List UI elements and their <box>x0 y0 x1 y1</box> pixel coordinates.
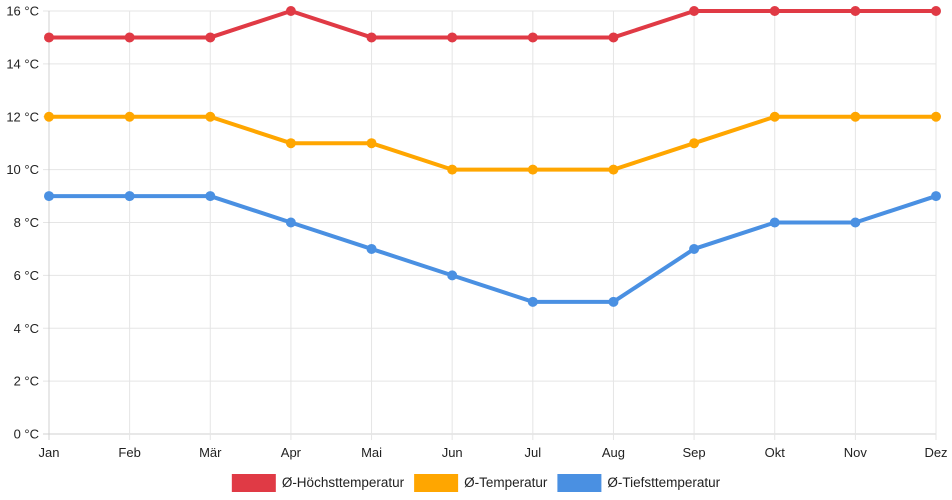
grid-layer <box>43 10 937 440</box>
y-tick-label: 16 °C <box>6 4 39 19</box>
legend-swatch <box>557 474 602 492</box>
data-point[interactable] <box>447 270 458 281</box>
y-tick-label: 4 °C <box>14 321 39 336</box>
series-1 <box>44 111 941 175</box>
legend-label: Ø-Höchsttemperatur <box>282 475 405 490</box>
legend[interactable]: Ø-Höchsttemperatur Ø-Temperatur Ø-Tiefstte… <box>231 474 721 492</box>
data-point[interactable] <box>366 32 377 43</box>
data-point[interactable] <box>527 296 538 307</box>
data-point[interactable] <box>285 6 296 16</box>
legend-swatch <box>231 474 276 492</box>
series-line <box>47 9 938 40</box>
data-point[interactable] <box>608 164 619 175</box>
data-point[interactable] <box>124 191 135 202</box>
data-point[interactable] <box>689 243 700 254</box>
data-point[interactable] <box>608 296 619 307</box>
x-tick-label: Jan <box>39 445 60 460</box>
x-tick-label: Nov <box>844 445 868 460</box>
data-point[interactable] <box>931 6 941 16</box>
data-point[interactable] <box>931 191 941 202</box>
series-line <box>47 114 938 172</box>
series-0 <box>44 6 941 43</box>
data-point[interactable] <box>447 32 458 43</box>
legend-item[interactable]: Ø-Tiefsttemperatur <box>557 474 721 492</box>
data-point[interactable] <box>689 6 700 16</box>
data-point[interactable] <box>285 138 296 149</box>
data-point[interactable] <box>44 111 54 122</box>
y-tick-label: 14 °C <box>6 56 39 71</box>
data-point[interactable] <box>285 217 296 228</box>
x-tick-label: Sep <box>683 445 706 460</box>
y-tick-label: 12 °C <box>6 109 39 124</box>
data-point[interactable] <box>769 111 780 122</box>
legend-label: Ø-Tiefsttemperatur <box>607 475 720 490</box>
legend-item[interactable]: Ø-Höchsttemperatur <box>231 474 405 492</box>
data-point[interactable] <box>608 32 619 43</box>
data-point[interactable] <box>527 164 538 175</box>
series-layer <box>44 6 941 307</box>
y-tick-label: 8 °C <box>14 215 39 230</box>
x-tick-label: Jul <box>525 445 542 460</box>
series-2 <box>44 191 941 307</box>
legend-item[interactable]: Ø-Temperatur <box>414 474 548 492</box>
x-tick-label: Aug <box>602 445 625 460</box>
x-tick-label: Feb <box>118 445 140 460</box>
y-tick-label: 0 °C <box>14 427 39 442</box>
legend-label: Ø-Temperatur <box>464 475 548 490</box>
x-tick-label: Mai <box>361 445 382 460</box>
data-point[interactable] <box>689 138 700 149</box>
y-tick-label: 2 °C <box>14 374 39 389</box>
x-tick-label: Jun <box>442 445 463 460</box>
data-point[interactable] <box>205 111 216 122</box>
axis-layer: 0 °C 2 °C 4 °C 6 °C 8 °C 10 °C 12 °C 14 °C 16 °C… <box>6 4 947 461</box>
x-tick-label: Okt <box>765 445 786 460</box>
data-point[interactable] <box>850 6 861 16</box>
x-tick-label: Dez <box>924 445 947 460</box>
data-point[interactable] <box>366 243 377 254</box>
y-tick-label: 6 °C <box>14 268 39 283</box>
x-tick-label: Apr <box>281 445 302 460</box>
data-point[interactable] <box>205 32 216 43</box>
data-point[interactable] <box>44 191 54 202</box>
data-point[interactable] <box>124 111 135 122</box>
series-line <box>47 194 938 304</box>
data-point[interactable] <box>124 32 135 43</box>
data-point[interactable] <box>447 164 458 175</box>
data-point[interactable] <box>366 138 377 149</box>
x-tick-label: Mär <box>199 445 222 460</box>
data-point[interactable] <box>205 191 216 202</box>
data-point[interactable] <box>850 111 861 122</box>
data-point[interactable] <box>931 111 941 122</box>
legend-swatch <box>414 474 459 492</box>
data-point[interactable] <box>850 217 861 228</box>
data-point[interactable] <box>769 217 780 228</box>
data-point[interactable] <box>527 32 538 43</box>
data-point[interactable] <box>769 6 780 16</box>
data-point[interactable] <box>44 32 54 43</box>
y-tick-label: 10 °C <box>6 162 39 177</box>
